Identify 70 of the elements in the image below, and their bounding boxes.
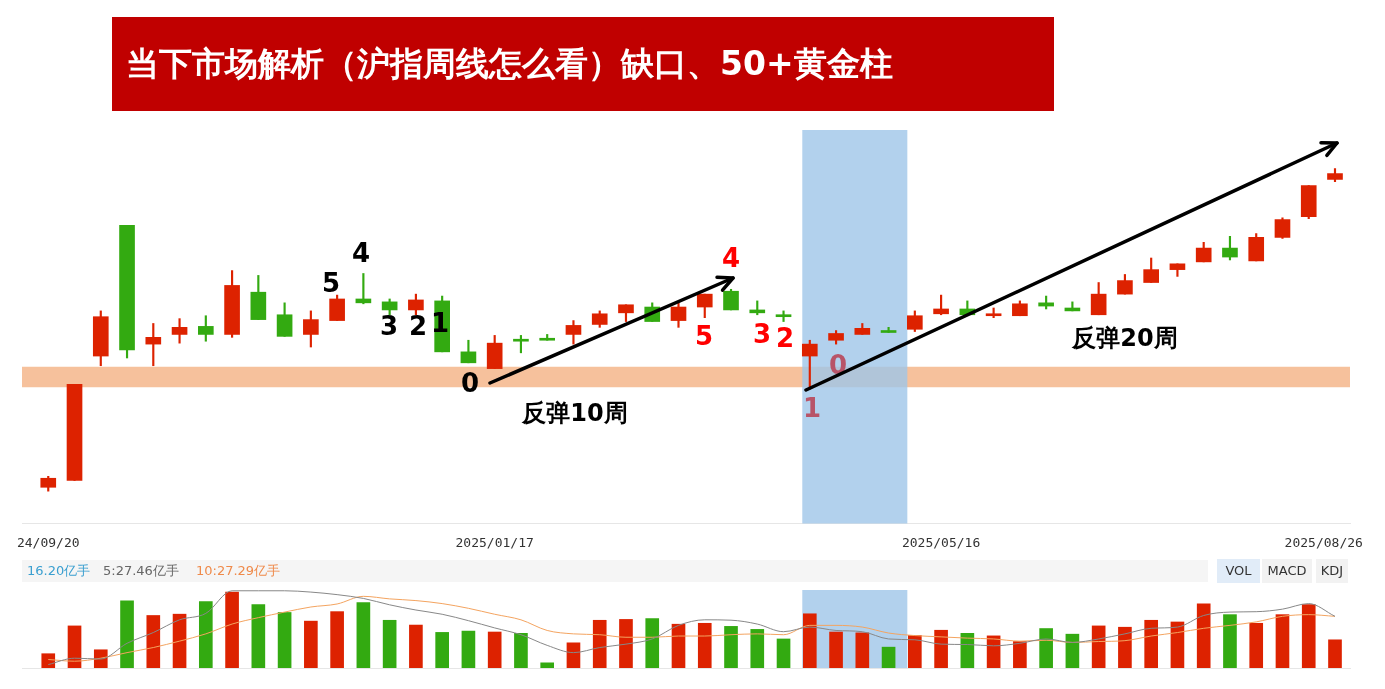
annotation: 2 <box>775 322 795 353</box>
bar <box>409 624 423 668</box>
text: 16.20亿手 <box>27 562 91 580</box>
tab-button: KDJ <box>1316 559 1348 583</box>
chart-title: 当下市场解析（沪指周线怎么看）缺口、50+黄金柱 <box>112 17 1054 111</box>
bar <box>304 620 318 668</box>
annotation: 2 <box>408 310 428 341</box>
bar <box>592 619 607 668</box>
annotation: 4 <box>351 237 371 268</box>
bar <box>724 626 738 668</box>
bar <box>120 600 134 668</box>
bar <box>356 602 371 668</box>
bar <box>750 629 765 668</box>
bar <box>776 638 791 668</box>
bar <box>1328 639 1342 668</box>
annotation: 4 <box>721 242 741 273</box>
bar <box>908 635 922 668</box>
annotation: 0 <box>828 349 848 380</box>
bar <box>1275 614 1290 668</box>
bar <box>251 604 266 668</box>
bar <box>697 622 712 668</box>
bar <box>487 631 502 668</box>
bar <box>802 613 817 668</box>
annotation: 0 <box>460 367 480 398</box>
bar <box>645 618 660 668</box>
bar <box>146 615 161 668</box>
annotation: 反弹10周 <box>521 399 628 428</box>
bar <box>198 601 213 668</box>
text: 10:27.29亿手 <box>196 562 281 580</box>
annotation: 反弹20周 <box>1071 324 1178 353</box>
annotation: 5 <box>321 267 341 298</box>
x-tick-label: 2025/08/26 <box>1284 534 1363 550</box>
annotation: 1 <box>430 307 450 338</box>
bar <box>1144 619 1159 668</box>
bar <box>1118 626 1132 668</box>
bar <box>382 619 397 668</box>
x-tick-label: 2025/05/16 <box>901 534 981 550</box>
bar <box>277 612 292 668</box>
bar <box>1013 641 1027 668</box>
bar <box>829 631 843 668</box>
bar <box>934 629 948 668</box>
candlestick <box>775 310 792 322</box>
bar <box>566 642 581 668</box>
bar <box>330 611 344 668</box>
tab-button: MACD <box>1262 559 1312 583</box>
annotation: 3 <box>752 318 772 349</box>
bar <box>1249 622 1264 668</box>
bar <box>435 632 449 668</box>
annotation: 3 <box>379 310 399 341</box>
candlestick <box>171 318 188 344</box>
tab-button: VOL <box>1217 559 1260 583</box>
bar <box>1196 603 1211 668</box>
annotation: 1 <box>802 392 822 423</box>
x-tick-label: 24/09/20 <box>16 534 80 550</box>
bar <box>41 653 56 668</box>
bar <box>172 613 187 668</box>
bar <box>1039 628 1053 668</box>
bar <box>1223 614 1237 668</box>
bar <box>881 646 896 668</box>
bar <box>225 591 239 668</box>
bar <box>540 662 555 668</box>
bar <box>1301 604 1316 668</box>
bar <box>855 632 870 668</box>
bar <box>1065 633 1080 668</box>
bar <box>514 633 528 668</box>
text: 5:27.46亿手 <box>103 562 179 580</box>
x-tick-label: 2025/01/17 <box>455 534 534 550</box>
annotation: 5 <box>694 320 714 351</box>
bar <box>619 619 633 668</box>
bar <box>461 630 476 668</box>
